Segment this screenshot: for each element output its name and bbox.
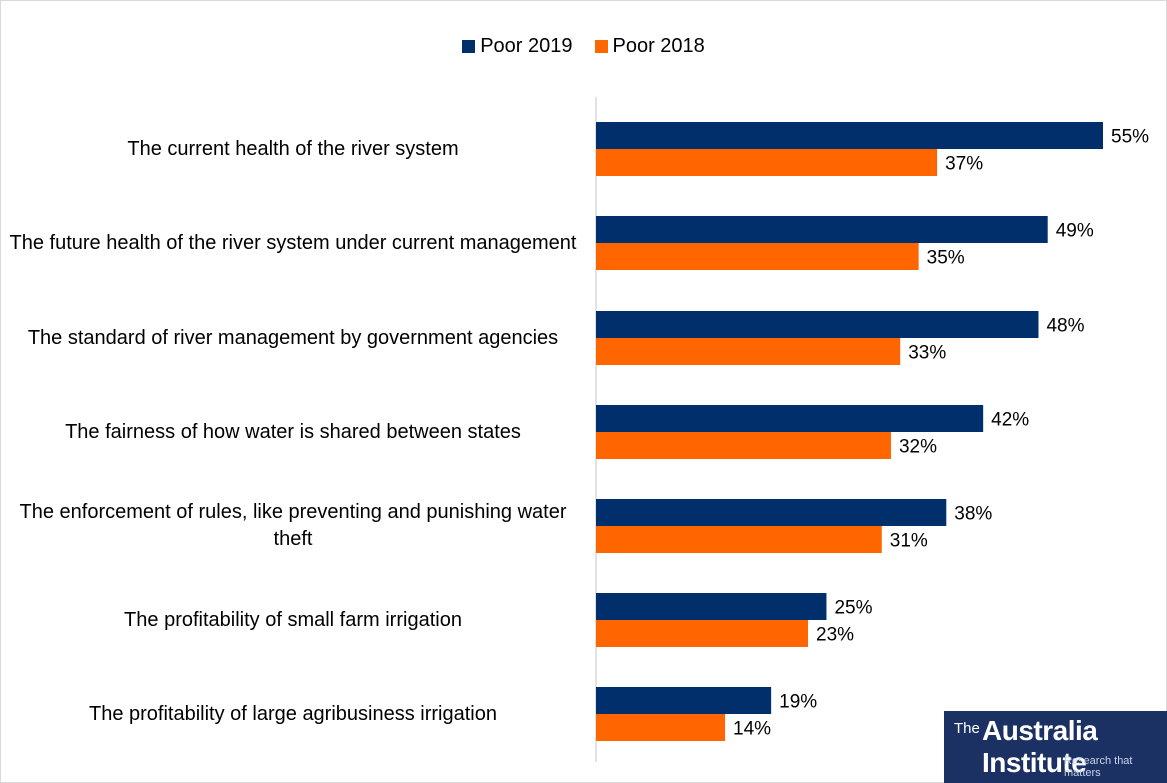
bar-poor-2019 <box>596 499 947 526</box>
australia-institute-logo: The Australia Institute Research that ma… <box>944 711 1167 783</box>
legend-label-poor-2018: Poor 2018 <box>612 35 705 57</box>
bar-poor-2018 <box>596 243 919 270</box>
data-label-poor-2018: 32% <box>899 437 937 458</box>
bar-poor-2018 <box>596 714 726 741</box>
logo-name: Australia Institute <box>982 715 1098 778</box>
category-label: The future health of the river system un… <box>9 231 577 254</box>
data-label-poor-2018: 14% <box>733 719 771 740</box>
bar-poor-2019 <box>596 311 1039 338</box>
category-label: The profitability of small farm irrigati… <box>124 608 462 631</box>
bar-poor-2019 <box>596 405 984 432</box>
category-label: The fairness of how water is shared betw… <box>65 420 521 443</box>
legend-item-poor-2018: Poor 2018 <box>594 35 705 58</box>
data-label-poor-2019: 49% <box>1056 221 1094 242</box>
data-label-poor-2019: 19% <box>779 692 817 713</box>
bar-poor-2018 <box>596 526 882 553</box>
legend-item-poor-2019: Poor 2019 <box>462 35 573 58</box>
data-label-poor-2018: 35% <box>927 248 965 269</box>
bar-poor-2018 <box>596 620 809 647</box>
data-label-poor-2019: 55% <box>1111 127 1149 148</box>
bar-poor-2019 <box>596 593 827 620</box>
bar-poor-2018 <box>596 432 891 459</box>
data-label-poor-2018: 31% <box>890 531 928 552</box>
category-label: The standard of river management by gove… <box>27 326 559 349</box>
category-label: The profitability of large agribusiness … <box>89 702 497 725</box>
bar-poor-2019 <box>596 687 772 714</box>
data-label-poor-2019: 48% <box>1046 316 1084 337</box>
legend: Poor 2019 Poor 2018 <box>0 35 1167 58</box>
legend-swatch-poor-2019 <box>462 40 476 53</box>
legend-label-poor-2019: Poor 2019 <box>480 35 573 57</box>
data-label-poor-2018: 37% <box>945 154 983 175</box>
bar-poor-2018 <box>596 338 901 365</box>
data-label-poor-2018: 33% <box>908 343 946 364</box>
logo-tagline: Research that matters <box>1064 755 1133 779</box>
data-label-poor-2019: 42% <box>991 410 1029 431</box>
category-label: The current health of the river system <box>127 137 459 160</box>
bar-poor-2018 <box>596 149 938 176</box>
data-label-poor-2019: 38% <box>954 504 992 525</box>
data-label-poor-2018: 23% <box>816 625 854 646</box>
bar-poor-2019 <box>596 122 1103 149</box>
bar-poor-2019 <box>596 216 1048 243</box>
category-label: The enforcement of rules, like preventin… <box>19 501 567 550</box>
data-label-poor-2019: 25% <box>834 598 872 619</box>
logo-prefix: The <box>954 720 980 737</box>
legend-swatch-poor-2018 <box>594 40 608 53</box>
